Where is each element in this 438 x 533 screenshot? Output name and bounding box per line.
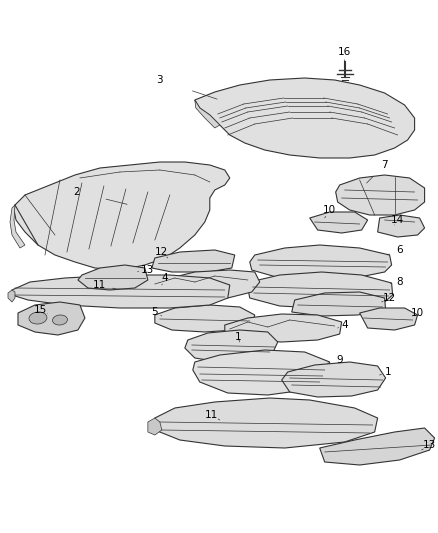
Polygon shape: [12, 275, 230, 308]
Polygon shape: [78, 265, 148, 290]
Polygon shape: [155, 398, 378, 448]
Text: 9: 9: [336, 355, 343, 365]
Polygon shape: [336, 175, 424, 215]
Text: 6: 6: [396, 245, 403, 255]
Text: 8: 8: [396, 277, 403, 287]
Text: 1: 1: [385, 367, 392, 377]
Text: 12: 12: [383, 293, 396, 303]
Polygon shape: [195, 78, 415, 158]
Polygon shape: [250, 245, 392, 280]
Text: 16: 16: [338, 47, 351, 57]
Text: 11: 11: [93, 280, 106, 290]
Ellipse shape: [29, 312, 47, 324]
Polygon shape: [282, 362, 385, 397]
Polygon shape: [378, 215, 424, 237]
Text: 4: 4: [162, 273, 168, 283]
Polygon shape: [185, 330, 278, 362]
Polygon shape: [292, 292, 385, 316]
Polygon shape: [310, 212, 367, 233]
Text: 1: 1: [234, 332, 241, 342]
Polygon shape: [193, 350, 330, 395]
Text: 15: 15: [33, 305, 46, 315]
Text: 11: 11: [205, 410, 219, 420]
Polygon shape: [248, 272, 392, 308]
Polygon shape: [320, 428, 434, 465]
Polygon shape: [148, 270, 260, 300]
Text: 2: 2: [74, 187, 80, 197]
Polygon shape: [155, 305, 255, 332]
Text: 13: 13: [423, 440, 436, 450]
Polygon shape: [148, 418, 162, 435]
Text: 14: 14: [391, 215, 404, 225]
Text: 3: 3: [156, 75, 163, 85]
Polygon shape: [225, 314, 342, 342]
Text: 12: 12: [155, 247, 169, 257]
Ellipse shape: [53, 315, 67, 325]
Polygon shape: [14, 162, 230, 270]
Text: 10: 10: [411, 308, 424, 318]
Polygon shape: [18, 302, 85, 335]
Polygon shape: [195, 100, 220, 128]
Polygon shape: [360, 308, 417, 330]
Text: 5: 5: [152, 307, 158, 317]
Text: 7: 7: [381, 160, 388, 170]
Polygon shape: [10, 205, 25, 248]
Text: 4: 4: [341, 320, 348, 330]
Text: 13: 13: [141, 265, 155, 275]
Text: 10: 10: [323, 205, 336, 215]
Polygon shape: [152, 250, 235, 272]
Polygon shape: [8, 290, 15, 302]
